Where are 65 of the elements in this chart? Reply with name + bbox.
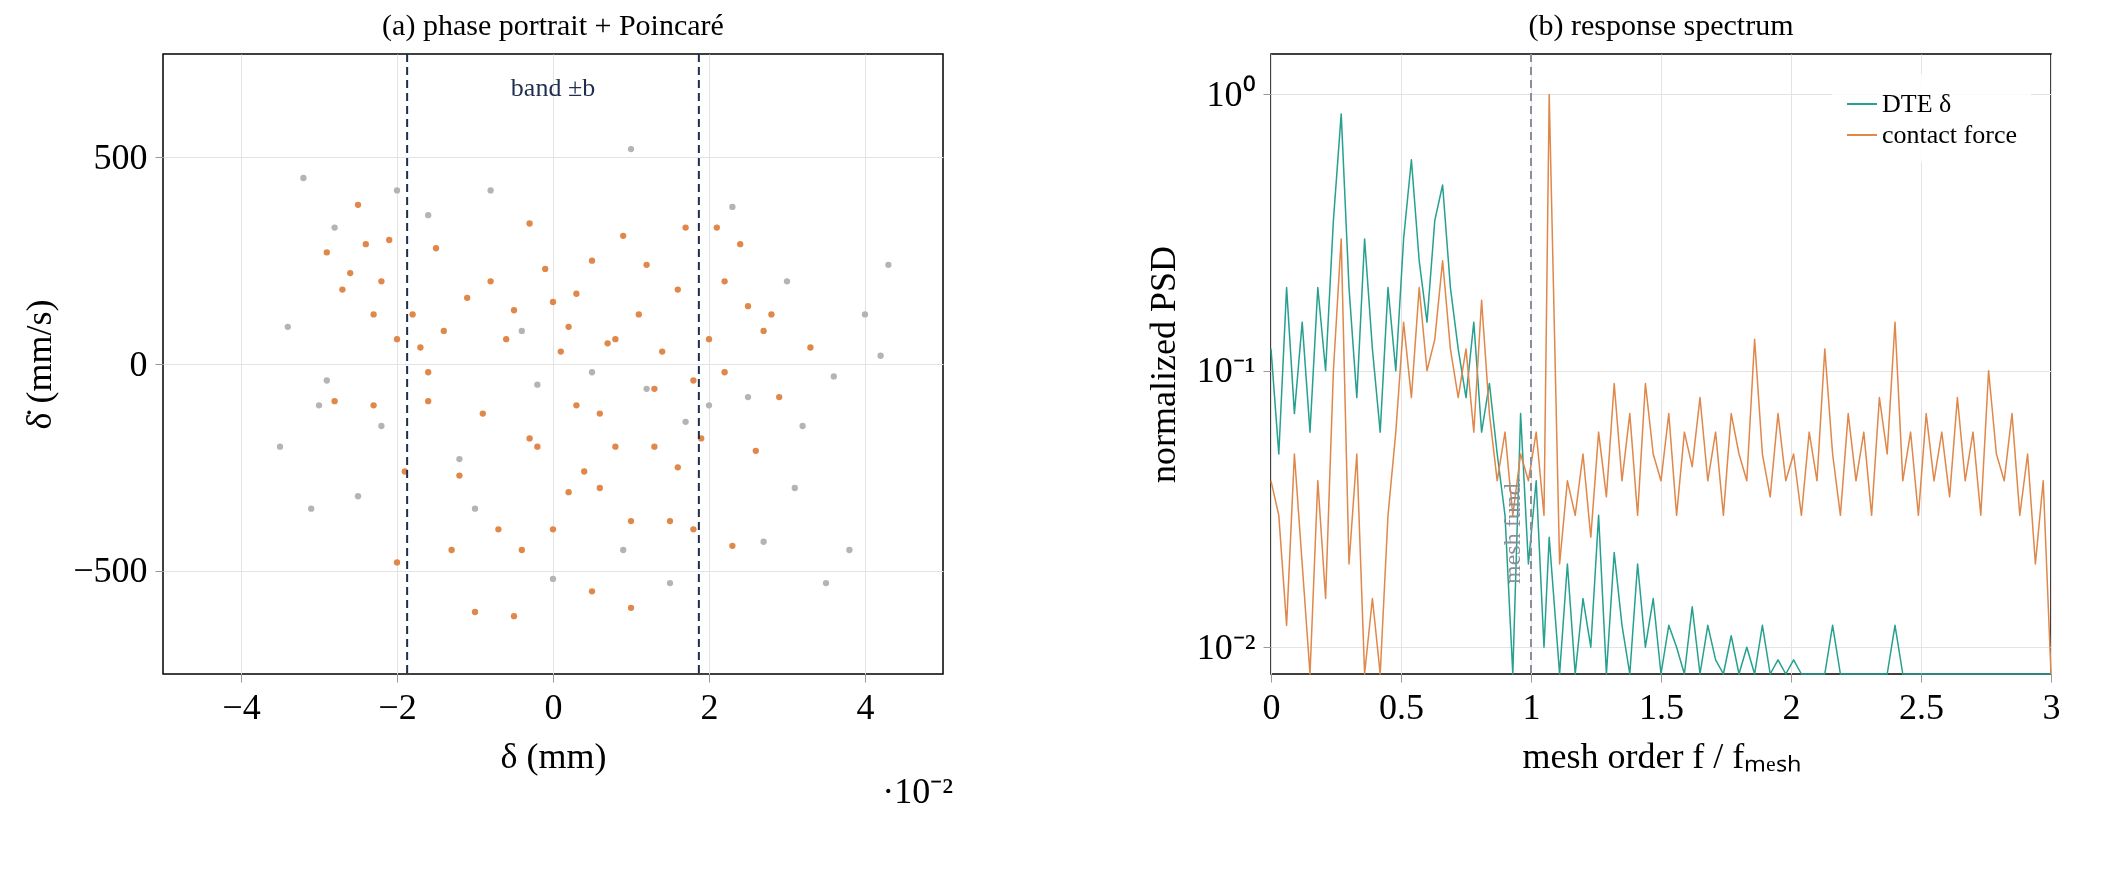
point bbox=[830, 373, 837, 380]
chart-title: (a) phase portrait + Poincaré bbox=[382, 8, 724, 42]
point bbox=[518, 327, 525, 335]
point bbox=[791, 484, 798, 492]
y-tick-label: 0 bbox=[129, 343, 148, 384]
point bbox=[393, 187, 401, 194]
y-tick-label: −500 bbox=[73, 550, 148, 591]
point bbox=[331, 224, 338, 231]
point bbox=[425, 212, 432, 219]
x-tick-label: 2 bbox=[1782, 686, 1801, 727]
point bbox=[760, 538, 767, 545]
point bbox=[627, 145, 635, 153]
point bbox=[456, 455, 463, 463]
point bbox=[705, 402, 713, 409]
point bbox=[354, 493, 362, 500]
point bbox=[682, 418, 689, 426]
point bbox=[666, 579, 674, 587]
point bbox=[276, 443, 284, 450]
x-tick-label: −2 bbox=[378, 686, 417, 727]
x-tick-label: 3 bbox=[2042, 686, 2061, 727]
point bbox=[315, 402, 323, 409]
point bbox=[643, 385, 650, 392]
point bbox=[861, 311, 869, 318]
point bbox=[308, 505, 315, 512]
point bbox=[822, 579, 830, 587]
x-axis-title: mesh order f / fₘₑₛₕ bbox=[1522, 735, 1801, 776]
point bbox=[549, 575, 557, 583]
point bbox=[300, 174, 307, 182]
x-tick-label: 2.5 bbox=[1899, 686, 1944, 727]
legend-label: contact force bbox=[1882, 120, 2017, 149]
point bbox=[378, 422, 385, 430]
point bbox=[783, 278, 791, 285]
x-axis-title: δ (mm) bbox=[500, 735, 607, 776]
y-tick-label: 10⁰ bbox=[1206, 73, 1256, 114]
y-tick-label: 10⁻¹ bbox=[1196, 350, 1256, 391]
text: ·10⁻² bbox=[882, 771, 953, 811]
point bbox=[284, 323, 291, 330]
point bbox=[588, 369, 596, 376]
point bbox=[471, 505, 479, 512]
y-axis-title: normalized PSD bbox=[1142, 246, 1183, 483]
point bbox=[323, 377, 330, 384]
point bbox=[744, 393, 752, 401]
x-tick-label: −4 bbox=[222, 686, 261, 727]
x-tick-label: 2 bbox=[700, 686, 719, 727]
ref-line-label: mesh fund. bbox=[1499, 477, 1525, 584]
point bbox=[729, 203, 736, 211]
point bbox=[620, 546, 627, 554]
point bbox=[799, 422, 806, 430]
point bbox=[846, 546, 853, 554]
x-tick-label: 4 bbox=[856, 686, 875, 727]
point bbox=[534, 381, 541, 388]
point bbox=[877, 352, 884, 359]
point bbox=[487, 187, 494, 194]
x-tick-label: 1 bbox=[1522, 686, 1541, 727]
annotation: band ±b bbox=[510, 73, 596, 102]
x-tick-label: 1.5 bbox=[1639, 686, 1684, 727]
point bbox=[885, 261, 892, 268]
y-tick-label: 500 bbox=[93, 136, 148, 177]
y-tick-label: 10⁻² bbox=[1196, 626, 1256, 667]
x-tick-label: 0 bbox=[544, 686, 563, 727]
y-axis-title: δ̇ (mm/s) bbox=[19, 299, 60, 430]
x-tick-label: 0 bbox=[1262, 686, 1281, 727]
x-tick-label: 0.5 bbox=[1379, 686, 1424, 727]
legend-label: DTE δ bbox=[1882, 89, 1952, 118]
chart-title: (b) response spectrum bbox=[1528, 8, 1794, 42]
